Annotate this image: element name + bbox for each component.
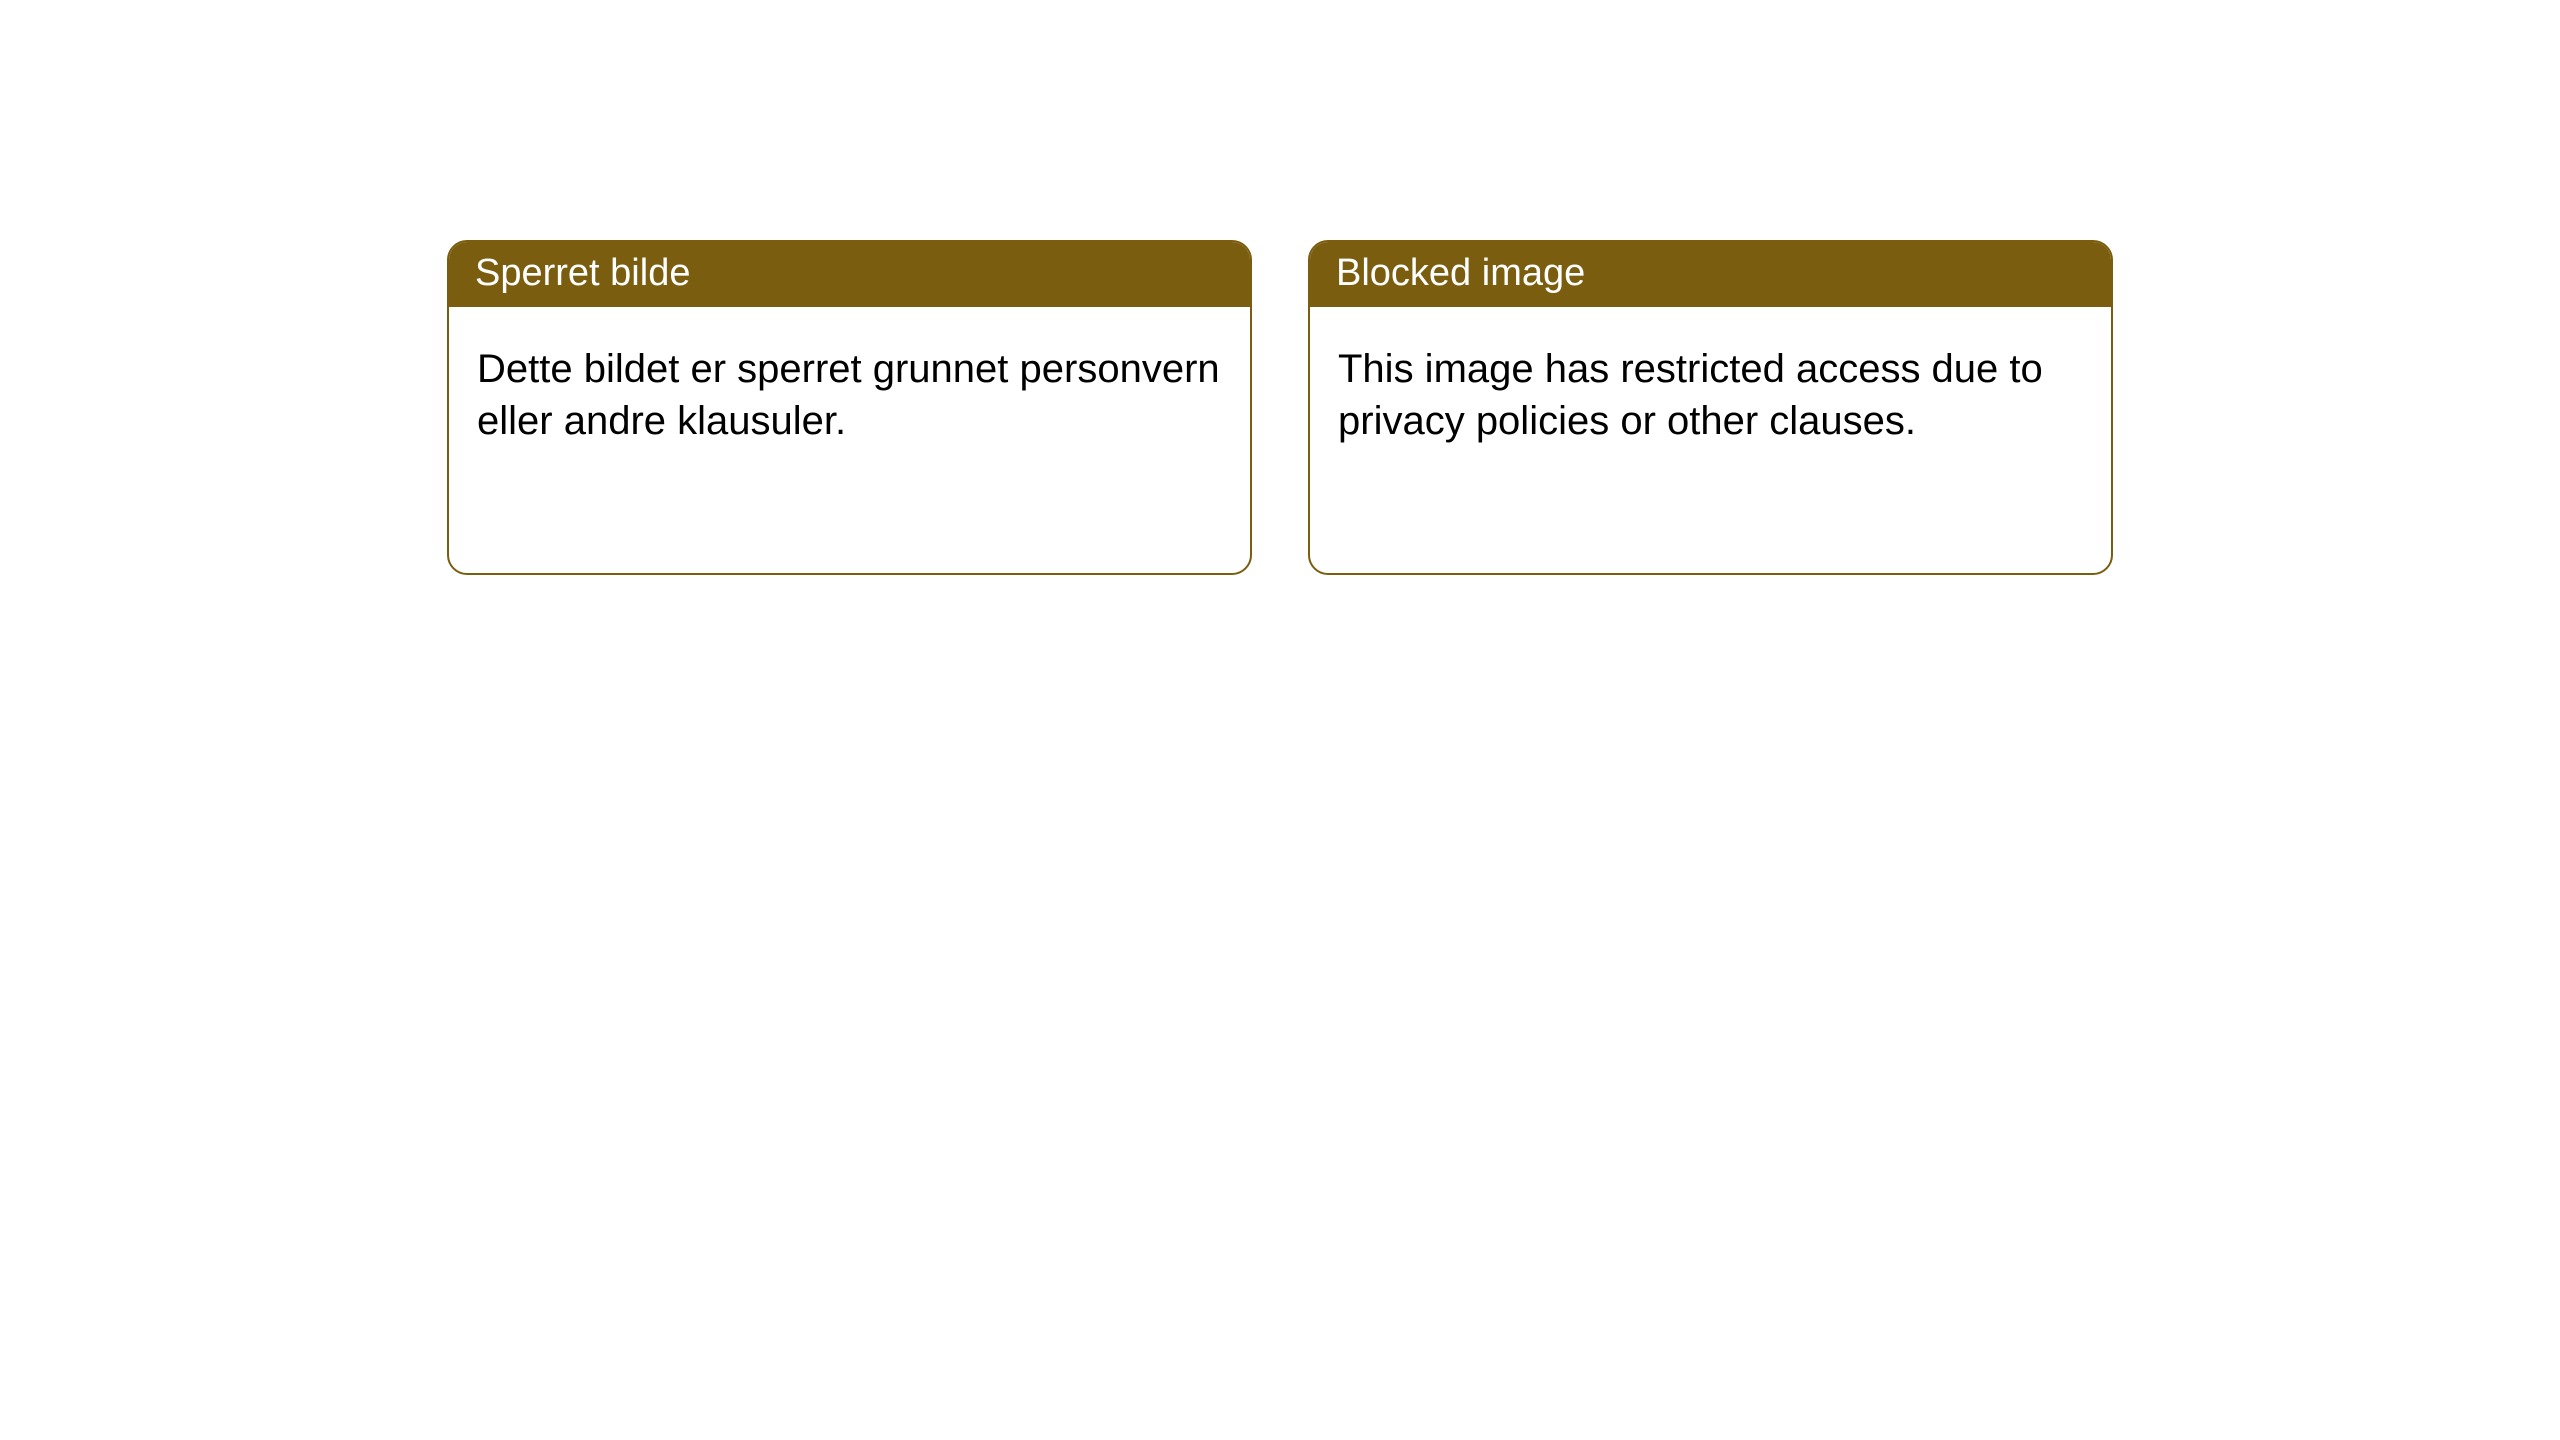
card-body: This image has restricted access due to … xyxy=(1310,307,2111,475)
card-body: Dette bildet er sperret grunnet personve… xyxy=(449,307,1250,475)
notice-card-english: Blocked image This image has restricted … xyxy=(1308,240,2113,575)
card-body-text: Dette bildet er sperret grunnet personve… xyxy=(477,347,1220,443)
card-title: Blocked image xyxy=(1336,252,1585,294)
card-header: Blocked image xyxy=(1310,242,2111,307)
card-header: Sperret bilde xyxy=(449,242,1250,307)
notice-card-norwegian: Sperret bilde Dette bildet er sperret gr… xyxy=(447,240,1252,575)
card-body-text: This image has restricted access due to … xyxy=(1338,347,2043,443)
card-title: Sperret bilde xyxy=(475,252,690,294)
notice-cards-container: Sperret bilde Dette bildet er sperret gr… xyxy=(0,0,2560,575)
